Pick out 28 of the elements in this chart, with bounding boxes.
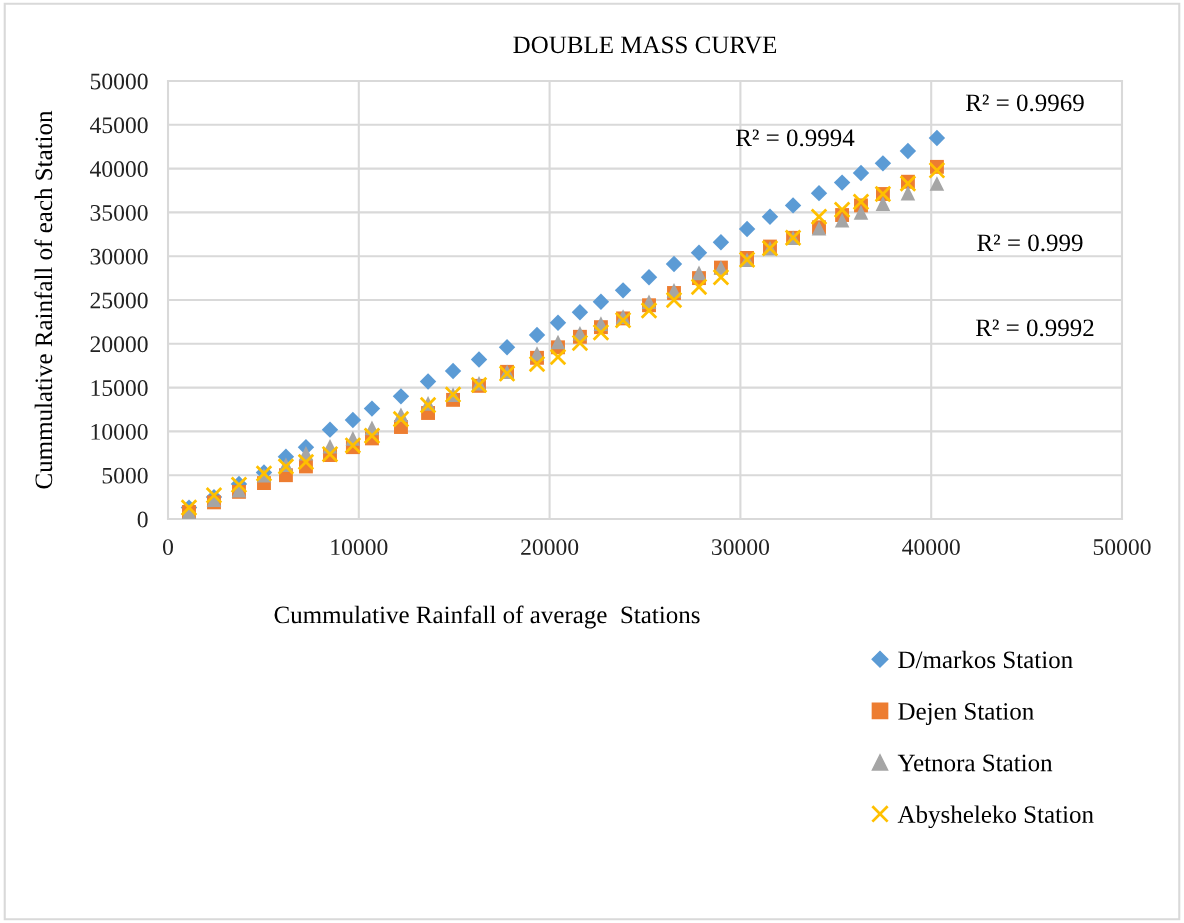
annotation: R² = 0.9992 xyxy=(975,319,1094,337)
legend-label: Dejen Station xyxy=(898,703,1034,725)
annotation: R² = 0.9994 xyxy=(735,129,855,147)
annotation: R² = 0.999 xyxy=(977,234,1083,252)
y-tick-label: 0 xyxy=(137,511,148,528)
y-tick-label: 50000 xyxy=(90,73,148,90)
legend-label: Abysheleko Station xyxy=(897,805,1094,829)
x-tick-label: 30000 xyxy=(712,539,770,556)
x-tick-label: 40000 xyxy=(902,539,960,556)
legend-label: D/markos Station xyxy=(898,650,1073,669)
y-tick-label: 5000 xyxy=(102,467,148,484)
x-tick-label: 0 xyxy=(163,539,173,556)
x-axis-title: Cummulative Rainfall of average Stations xyxy=(274,605,700,629)
y-tick-label: 20000 xyxy=(90,336,148,353)
x-tick-label: 10000 xyxy=(331,539,388,556)
y-tick-label: 40000 xyxy=(89,161,148,178)
y-tick-label: 10000 xyxy=(91,423,148,440)
y-axis-title: Cummulative Rainfall of each Station xyxy=(34,110,53,489)
x-tick-label: 50000 xyxy=(1093,539,1151,556)
y-tick-label: 45000 xyxy=(89,117,148,134)
legend-label: Yetnora Station xyxy=(897,754,1053,772)
y-tick-label: 30000 xyxy=(90,248,148,265)
y-tick-label: 35000 xyxy=(90,204,148,221)
annotation: R² = 0.9969 xyxy=(965,94,1084,112)
y-tick-label: 15000 xyxy=(91,380,148,397)
chart-title: DOUBLE MASS CURVE xyxy=(513,36,777,54)
y-tick-label: 25000 xyxy=(90,292,148,309)
x-tick-label: 20000 xyxy=(521,539,579,556)
